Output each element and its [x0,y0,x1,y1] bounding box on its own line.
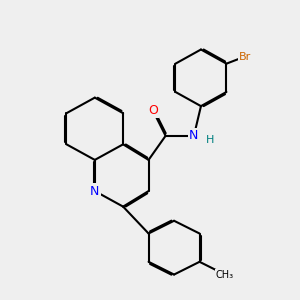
Text: H: H [206,135,214,145]
Text: Br: Br [239,52,251,61]
Text: N: N [189,129,199,142]
Text: CH₃: CH₃ [216,270,234,280]
Text: O: O [148,104,158,117]
Text: N: N [90,184,100,197]
